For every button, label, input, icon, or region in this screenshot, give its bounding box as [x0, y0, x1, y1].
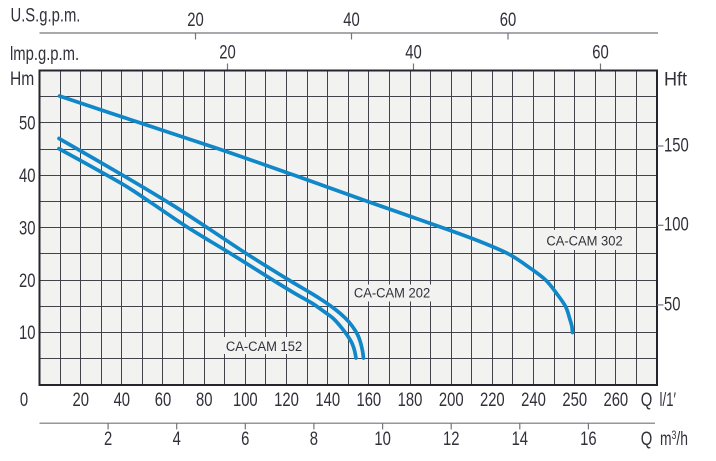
svg-text:140: 140: [315, 389, 340, 410]
svg-text:0: 0: [20, 389, 28, 410]
svg-text:30: 30: [19, 218, 35, 239]
svg-text:40: 40: [343, 9, 359, 30]
svg-text:220: 220: [480, 389, 505, 410]
svg-text:250: 250: [562, 389, 587, 410]
svg-text:4: 4: [173, 428, 181, 449]
svg-text:40: 40: [405, 42, 421, 63]
svg-text:2: 2: [104, 428, 112, 449]
svg-text:m3/h: m3/h: [660, 428, 688, 450]
svg-text:50: 50: [664, 294, 680, 315]
svg-text:6: 6: [241, 428, 249, 449]
svg-text:l/1′: l/1′: [660, 390, 677, 411]
svg-text:CA-CAM 202: CA-CAM 202: [354, 285, 430, 300]
svg-text:120: 120: [274, 389, 299, 410]
svg-text:lmp.g.p.m.: lmp.g.p.m.: [10, 43, 79, 64]
svg-text:60: 60: [592, 42, 608, 63]
svg-text:16: 16: [580, 428, 596, 449]
svg-text:150: 150: [664, 135, 689, 156]
svg-text:20: 20: [187, 9, 203, 30]
svg-text:CA-CAM 302: CA-CAM 302: [546, 233, 622, 248]
svg-text:240: 240: [521, 389, 546, 410]
svg-text:10: 10: [374, 428, 390, 449]
svg-text:12: 12: [443, 428, 459, 449]
svg-text:260: 260: [603, 389, 628, 410]
svg-text:Q: Q: [641, 428, 653, 449]
svg-text:14: 14: [512, 428, 528, 449]
svg-text:50: 50: [19, 113, 35, 134]
svg-text:60: 60: [500, 9, 516, 30]
svg-text:Hm: Hm: [10, 68, 34, 90]
svg-text:180: 180: [398, 389, 423, 410]
svg-text:10: 10: [19, 322, 35, 343]
svg-text:60: 60: [155, 389, 171, 410]
svg-text:CA-CAM 152: CA-CAM 152: [226, 339, 302, 354]
svg-text:40: 40: [114, 389, 130, 410]
svg-text:200: 200: [439, 389, 464, 410]
svg-text:Hft: Hft: [664, 68, 688, 90]
svg-text:80: 80: [196, 389, 212, 410]
svg-text:100: 100: [233, 389, 258, 410]
svg-text:160: 160: [356, 389, 381, 410]
svg-text:20: 20: [72, 389, 88, 410]
svg-text:100: 100: [664, 214, 689, 235]
svg-text:U.S.g.p.m.: U.S.g.p.m.: [11, 5, 81, 26]
svg-text:20: 20: [19, 270, 35, 291]
svg-text:8: 8: [310, 428, 318, 449]
svg-text:Q: Q: [641, 389, 653, 410]
svg-text:40: 40: [19, 165, 35, 186]
svg-text:20: 20: [219, 42, 235, 63]
